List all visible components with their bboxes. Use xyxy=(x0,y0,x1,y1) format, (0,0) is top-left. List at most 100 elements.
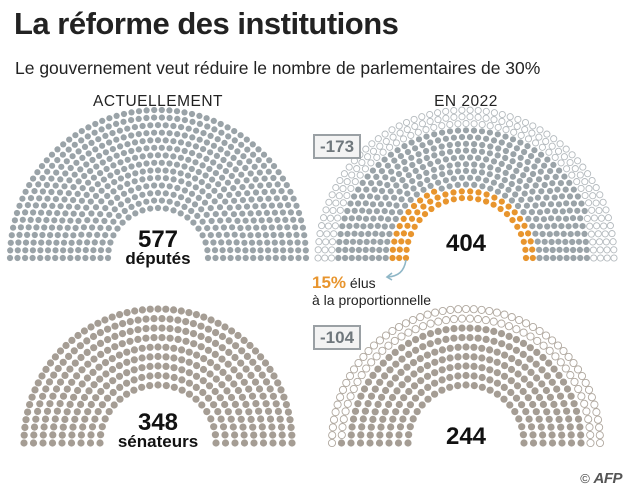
seat-dot xyxy=(34,169,41,176)
seat-dot xyxy=(353,377,362,386)
seat-dot xyxy=(405,238,412,245)
seat-dot xyxy=(92,217,99,224)
seat-dot xyxy=(199,188,206,195)
seat-dot xyxy=(563,165,571,173)
seat-dot xyxy=(252,189,260,196)
seat-dot xyxy=(281,195,289,202)
seat-dot xyxy=(556,358,565,367)
seat-dot xyxy=(162,175,169,182)
seat-dot xyxy=(77,431,85,439)
seat-dot xyxy=(7,239,14,246)
seat-dot xyxy=(450,189,457,196)
seat-dot xyxy=(120,110,128,118)
seat-dot xyxy=(381,208,388,215)
seat-dot xyxy=(170,373,178,382)
seat-dot xyxy=(52,196,60,203)
seat-dot xyxy=(54,364,62,373)
seat-dot xyxy=(520,238,527,245)
seat-dot xyxy=(511,408,519,416)
seat-dot xyxy=(45,239,52,246)
seat-dot xyxy=(458,174,465,181)
seat-dot xyxy=(565,223,572,230)
seat-dot xyxy=(462,352,470,361)
seat-dot xyxy=(170,168,177,175)
seat-dot xyxy=(583,254,591,262)
seat-dot xyxy=(343,238,350,245)
seat-dot xyxy=(118,330,127,338)
seat-dot xyxy=(402,118,411,127)
seat-dot xyxy=(182,327,190,335)
seat-dot xyxy=(510,151,517,158)
seat-dot xyxy=(198,179,205,186)
seat-dot xyxy=(540,216,548,223)
seat-dot xyxy=(570,254,577,262)
seat-dot xyxy=(224,150,231,157)
seat-dot xyxy=(170,207,177,214)
seat-dot xyxy=(226,191,233,198)
seat-dot xyxy=(142,315,150,323)
seat-dot xyxy=(91,239,98,246)
seat-dot xyxy=(314,246,322,254)
seat-dot xyxy=(30,423,39,431)
seat-dot xyxy=(115,372,124,380)
seat-dot xyxy=(189,330,198,338)
seat-dot xyxy=(243,177,250,184)
seat-dot xyxy=(462,343,470,351)
seat-dot xyxy=(586,222,594,230)
seat-dot xyxy=(324,222,332,230)
seat-dot xyxy=(117,175,124,182)
seat-dot xyxy=(295,209,303,217)
seat-dot xyxy=(49,431,57,439)
seat-dot xyxy=(128,117,135,124)
seat-dot xyxy=(39,439,47,447)
seat-dot xyxy=(581,207,588,215)
seat-dot xyxy=(215,231,222,238)
seat-dot xyxy=(413,408,421,416)
seat-dot xyxy=(510,128,518,136)
seat-dot xyxy=(75,178,82,185)
seat-dot xyxy=(286,416,294,424)
seat-dot xyxy=(158,159,165,166)
seat-dot xyxy=(384,238,391,245)
seat-dot xyxy=(538,366,546,374)
seat-dot xyxy=(574,384,583,394)
seat-dot xyxy=(538,143,546,151)
seat-dot xyxy=(454,181,461,188)
seat-dot xyxy=(431,348,439,356)
seat-dot xyxy=(454,362,462,370)
seat-dot xyxy=(409,415,417,423)
seat-dot xyxy=(83,374,91,382)
seat-dot xyxy=(260,162,267,169)
seat-dot xyxy=(235,408,243,416)
seat-dot xyxy=(539,431,547,439)
seat-dot xyxy=(29,175,37,182)
seat-dot xyxy=(138,364,146,372)
seat-dot xyxy=(116,311,124,319)
seat-dot xyxy=(91,415,99,423)
seat-dot xyxy=(110,218,117,225)
seat-dot xyxy=(406,401,414,409)
seat-dot xyxy=(367,358,376,367)
seat-dot xyxy=(232,342,240,350)
seat-dot xyxy=(57,203,64,210)
column-label-current: ACTUELLEMENT xyxy=(92,93,224,110)
seat-dot xyxy=(400,215,407,222)
seat-dot xyxy=(154,152,162,159)
seat-dot xyxy=(177,139,185,146)
seat-dot xyxy=(170,153,177,160)
seat-dot xyxy=(446,373,454,382)
seat-dot xyxy=(467,195,474,202)
seat-dot xyxy=(423,133,430,140)
seat-dot xyxy=(299,224,306,231)
seat-dot xyxy=(566,371,575,380)
seat-dot xyxy=(278,431,286,439)
seat-dot xyxy=(474,113,482,121)
seat-dot xyxy=(596,254,605,262)
seat-dot xyxy=(72,132,79,139)
seat-dot xyxy=(581,378,590,387)
seat-dot xyxy=(27,216,34,223)
seat-dot xyxy=(130,386,138,394)
seat-dot xyxy=(233,239,240,246)
seat-dot xyxy=(199,388,207,397)
seat-dot xyxy=(536,126,544,134)
